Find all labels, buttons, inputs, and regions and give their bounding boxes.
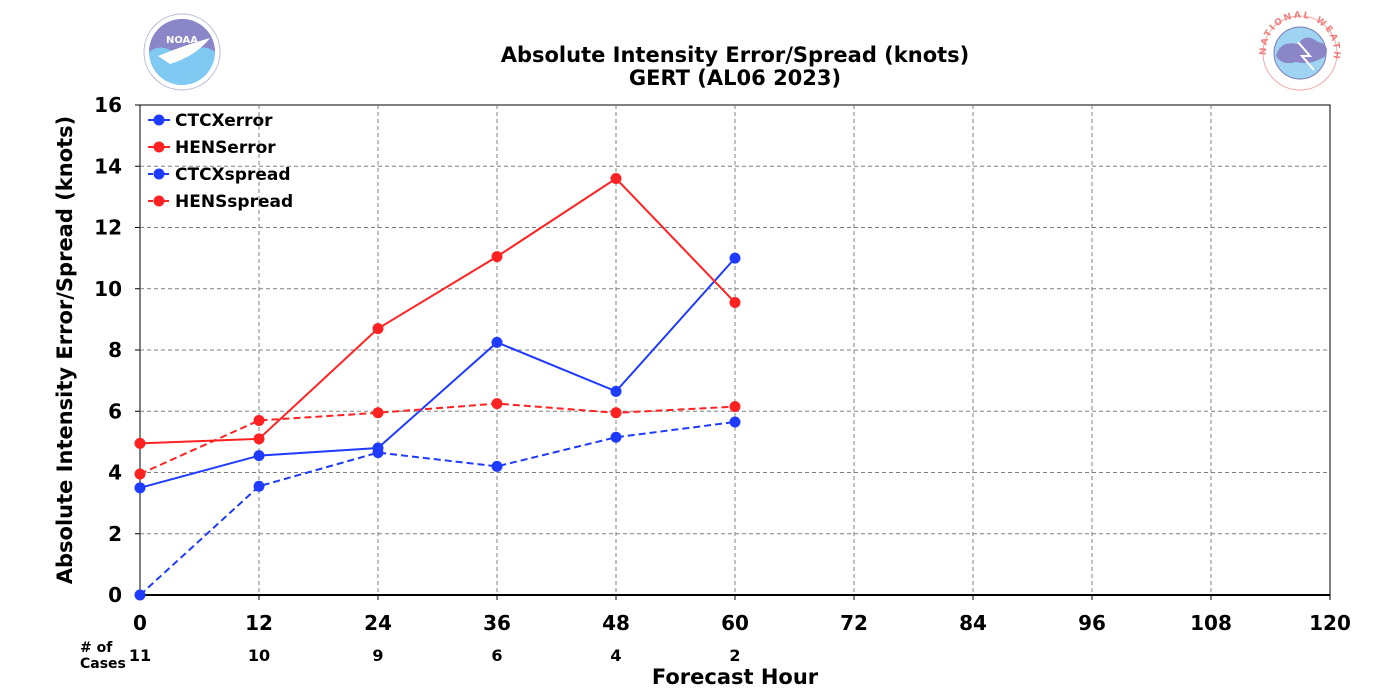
data-point-hensspread — [491, 398, 503, 410]
x-tick-label: 72 — [840, 611, 868, 635]
y-tick-labels: 0 2 4 6 8 10 12 14 16 — [94, 93, 140, 607]
legend-marker-henserror — [153, 141, 165, 153]
x-tick-label: 48 — [602, 611, 630, 635]
data-point-ctcxspread — [729, 416, 741, 428]
x-tick-label: 120 — [1309, 611, 1351, 635]
legend: CTCXerror HENSerror CTCXspread HENSspread — [148, 111, 293, 212]
data-point-hensspread — [610, 407, 622, 419]
data-point-ctcxerror — [610, 385, 622, 397]
x-tick-label: 84 — [959, 611, 987, 635]
y-tick-label: 12 — [94, 216, 122, 240]
legend-marker-ctcxspread — [153, 168, 165, 180]
data-point-henserror — [610, 173, 622, 184]
data-point-henserror — [729, 297, 741, 309]
y-tick-label: 4 — [108, 461, 122, 485]
legend-label-ctcxerror: CTCXerror — [175, 111, 273, 131]
x-tick-label: 12 — [245, 611, 273, 635]
series-line-ctcxerror — [139, 257, 736, 489]
chart-title: Absolute Intensity Error/Spread (knots) — [501, 43, 970, 67]
x-tick-label: 108 — [1190, 611, 1232, 635]
data-point-ctcxspread — [134, 589, 146, 601]
y-axis-label: Absolute Intensity Error/Spread (knots) — [53, 116, 77, 585]
data-point-henserror — [134, 437, 146, 449]
noaa-logo-text: NOAA — [166, 35, 198, 46]
x-tick-label: 24 — [364, 611, 392, 635]
legend-marker-ctcxerror — [153, 114, 165, 126]
data-point-ctcxerror — [729, 252, 741, 264]
cases-label-line2: Cases — [80, 656, 126, 672]
x-tick-labels: 0 12 24 36 48 60 72 84 96 108 120 — [133, 595, 1351, 635]
noaa-logo-icon: NOAA — [143, 13, 221, 91]
data-point-hensspread — [253, 414, 265, 426]
x-tick-label: 96 — [1078, 611, 1106, 635]
data-point-henserror — [491, 251, 503, 263]
case-count: 10 — [248, 646, 270, 665]
case-count: 4 — [610, 646, 621, 665]
x-tick-label: 60 — [721, 611, 749, 635]
y-tick-label: 16 — [94, 93, 122, 117]
data-point-hensspread — [729, 401, 741, 413]
case-count: 6 — [491, 646, 502, 665]
case-counts: 11 10 9 6 4 2 — [129, 646, 741, 665]
y-tick-label: 10 — [94, 277, 122, 301]
data-point-hensspread — [134, 468, 146, 480]
y-tick-label: 14 — [94, 154, 122, 178]
case-count: 2 — [729, 646, 740, 665]
x-axis-label: Forecast Hour — [652, 665, 819, 689]
series-line-hensspread — [139, 402, 736, 475]
x-tick-label: 0 — [133, 611, 147, 635]
data-point-ctcxspread — [253, 480, 265, 492]
data-point-ctcxerror — [253, 450, 265, 462]
data-point-ctcxerror — [134, 482, 146, 494]
legend-marker-hensspread — [153, 195, 165, 207]
data-point-henserror — [253, 433, 265, 445]
case-count: 11 — [129, 646, 151, 665]
data-point-hensspread — [372, 407, 384, 419]
data-point-henserror — [372, 323, 384, 335]
cases-label-line1: # of — [80, 640, 113, 656]
data-point-ctcxerror — [491, 336, 503, 348]
series-lines — [134, 173, 741, 601]
x-tick-label: 36 — [483, 611, 511, 635]
data-point-ctcxspread — [491, 460, 503, 472]
case-count: 9 — [372, 646, 383, 665]
series-line-ctcxspread — [139, 420, 736, 596]
y-tick-label: 2 — [108, 522, 122, 546]
legend-label-henserror: HENSerror — [175, 138, 276, 158]
y-tick-label: 0 — [108, 583, 122, 607]
data-point-ctcxspread — [610, 431, 622, 443]
chart-subtitle: GERT (AL06 2023) — [629, 66, 841, 90]
data-point-ctcxspread — [372, 447, 384, 459]
series-line-henserror — [139, 177, 736, 445]
y-tick-label: 6 — [108, 399, 122, 423]
y-tick-label: 8 — [108, 338, 122, 362]
legend-label-ctcxspread: CTCXspread — [175, 165, 291, 185]
legend-label-hensspread: HENSspread — [175, 192, 293, 212]
